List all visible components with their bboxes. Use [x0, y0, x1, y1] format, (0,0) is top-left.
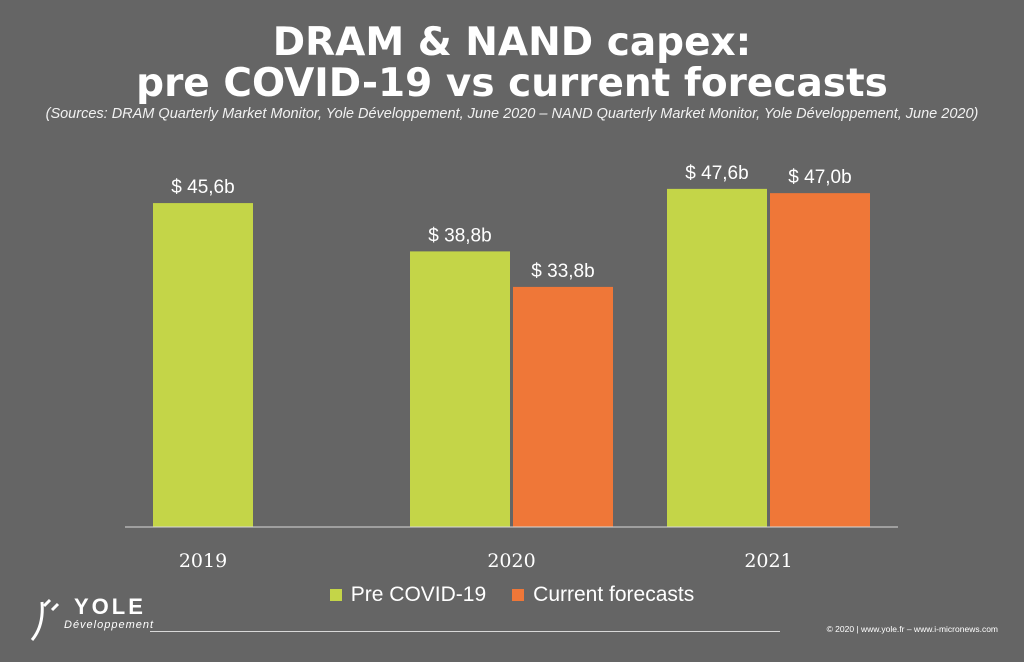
bar-2021-pre-covid [667, 188, 767, 528]
data-label-2021-current: $ 47,0b [788, 167, 851, 188]
footer-divider [150, 631, 780, 632]
data-label-2020-pre-covid: $ 38,8b [428, 225, 491, 246]
bar-2019-pre-covid [153, 203, 253, 527]
legend-entry-current: Current forecasts [512, 583, 694, 607]
chart-title: DRAM & NAND capex: pre COVID-19 vs curre… [0, 22, 1024, 104]
legend-label-current: Current forecasts [533, 583, 695, 606]
yole-logo-mark-icon [30, 598, 60, 641]
bar-chart: $ 45,6b $ 38,8b $ 33,8b $ 47,6b $ 47,0b 2019… [125, 163, 898, 572]
chart-subtitle: (Sources: DRAM Quarterly Market Monitor,… [45, 106, 979, 122]
x-tick-label-2019: 2019 [179, 550, 227, 572]
data-label-2021-pre-covid: $ 47,6b [685, 163, 748, 184]
bar-2021-current [770, 193, 870, 527]
legend-swatch-current [512, 589, 525, 601]
data-label-2020-current: $ 33,8b [531, 261, 594, 282]
x-tick-label-2020: 2020 [487, 550, 535, 572]
logo-name: YOLE [74, 594, 146, 619]
legend: Pre COVID-19 Current forecasts [0, 583, 1024, 607]
yole-logo: YOLE Développement [22, 594, 162, 644]
legend-label-pre-covid: Pre COVID-19 [350, 583, 487, 606]
data-label-2019-pre-covid: $ 45,6b [171, 177, 234, 198]
copyright: © 2020 | www.yole.fr – www.i-micronews.c… [826, 624, 998, 634]
legend-swatch-pre-covid [329, 589, 342, 601]
legend-entry-pre-covid: Pre COVID-19 [329, 583, 487, 607]
chart-title-line-1: DRAM & NAND capex: [272, 20, 752, 65]
chart-title-line-2: pre COVID-19 vs current forecasts [136, 61, 888, 106]
bar-2020-pre-covid [410, 251, 510, 527]
logo-subtitle: Développement [64, 619, 155, 631]
x-tick-label-2021: 2021 [744, 550, 792, 572]
bar-2020-current [513, 286, 613, 527]
